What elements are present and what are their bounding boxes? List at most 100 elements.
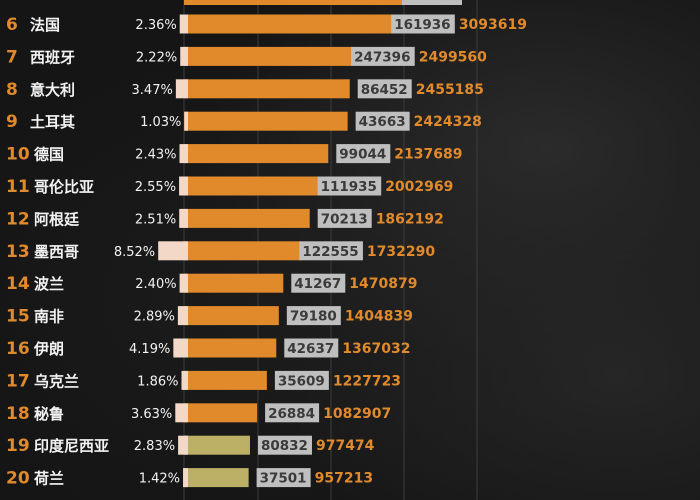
country-name: 阿根廷: [34, 210, 80, 228]
cases-label: 70213: [321, 211, 368, 227]
pct-label: 2.36%: [135, 18, 176, 33]
bar: [184, 79, 350, 99]
country-name: 法国: [30, 16, 60, 34]
pct-bar: [181, 370, 188, 390]
bar: [184, 468, 249, 488]
cases-label: 111935: [321, 179, 377, 195]
cases-label: 42637: [287, 341, 334, 357]
total-label: 1082907: [323, 406, 391, 422]
pct-bar: [178, 435, 188, 455]
total-label: 1862192: [376, 211, 444, 227]
total-label: 2424328: [414, 114, 482, 130]
bar: [184, 176, 320, 196]
cases-label: 80832: [261, 438, 308, 454]
bar: [184, 14, 393, 34]
cases-label-bg: [291, 273, 346, 293]
rank-label: 9: [6, 112, 18, 132]
rank-label: 13: [6, 242, 30, 262]
pct-bar: [179, 273, 188, 293]
cases-label: 122555: [302, 244, 358, 260]
cases-label-bg: [355, 111, 410, 131]
cases-label: 86452: [361, 82, 408, 98]
pct-label: 2.40%: [135, 277, 176, 292]
cases-label-bg: [391, 14, 455, 34]
country-name: 意大利: [30, 81, 75, 99]
pct-label: 3.63%: [131, 407, 172, 422]
total-label: 1227723: [333, 373, 401, 389]
cases-label: 161936: [394, 17, 450, 33]
bar: [184, 338, 277, 358]
cases-label: 43663: [359, 114, 406, 130]
bar: [184, 273, 284, 293]
pct-label: 2.83%: [134, 439, 175, 454]
rank-label: 10: [6, 145, 30, 165]
bar: [184, 144, 329, 164]
country-name: 波兰: [34, 275, 64, 293]
pct-label: 1.03%: [140, 115, 181, 130]
pct-label: 2.22%: [136, 50, 177, 65]
pct-label: 2.55%: [135, 180, 176, 195]
bar: [184, 370, 267, 390]
country-name: 伊朗: [33, 340, 64, 358]
pct-bar: [175, 79, 188, 99]
cases-label-bg: [286, 306, 341, 326]
pct-bar: [173, 338, 188, 358]
rank-label: 12: [6, 209, 30, 229]
rank-label: 15: [6, 307, 30, 327]
cases-label-bg: [257, 435, 312, 455]
pct-bar: [177, 306, 188, 326]
country-name: 荷兰: [34, 470, 64, 488]
cases-label-bg: [351, 46, 415, 66]
pct-label: 8.52%: [114, 245, 155, 260]
bar: [184, 403, 258, 423]
pct-label: 1.86%: [137, 374, 178, 389]
cases-label-bg: [274, 370, 329, 390]
cases-label: 26884: [268, 406, 315, 422]
pct-bar: [180, 46, 188, 66]
pct-label: 2.43%: [135, 148, 176, 163]
rank-label: 14: [6, 274, 30, 294]
country-name: 印度尼西亚: [34, 437, 109, 455]
cases-label-bg: [284, 338, 339, 358]
total-label: 1367032: [342, 341, 410, 357]
bar: [184, 208, 310, 228]
rank-label: 6: [6, 15, 18, 35]
cases-label-bg-partial: [402, 0, 462, 5]
total-label: 2499560: [419, 49, 487, 65]
total-label: 3093619: [459, 17, 527, 33]
total-label: 977474: [316, 438, 375, 454]
total-label: 2137689: [394, 147, 462, 163]
bar-partial: [184, 0, 402, 5]
rank-label: 16: [6, 339, 30, 359]
country-name: 秘鲁: [34, 405, 64, 423]
country-name: 南非: [34, 308, 64, 326]
bar: [184, 306, 279, 326]
rank-label: 8: [6, 80, 18, 100]
rank-label: 18: [6, 404, 30, 424]
total-label: 1732290: [367, 244, 435, 260]
rank-label: 17: [6, 371, 30, 391]
pct-bar: [184, 111, 188, 131]
rank-label: 7: [6, 47, 18, 67]
pct-bar: [183, 468, 188, 488]
cases-label: 37501: [260, 471, 307, 487]
rank-label: 11: [6, 177, 30, 197]
country-name: 墨西哥: [34, 243, 79, 261]
pct-bar: [179, 208, 188, 228]
total-label: 2455185: [416, 82, 484, 98]
cases-label-bg: [336, 144, 391, 164]
cases-label: 247396: [354, 49, 410, 65]
rank-label: 20: [6, 469, 30, 489]
total-label: 2002969: [385, 179, 453, 195]
pct-label: 4.19%: [129, 342, 170, 357]
total-label: 1470879: [349, 276, 417, 292]
pct-bar: [158, 241, 188, 261]
country-name: 土耳其: [30, 113, 75, 131]
pct-bar: [179, 14, 188, 34]
country-name: 哥伦比亚: [34, 178, 94, 196]
cases-label: 79180: [290, 309, 337, 325]
pct-label: 3.47%: [132, 83, 173, 98]
cases-label-bg: [256, 468, 311, 488]
country-name: 德国: [34, 146, 64, 164]
